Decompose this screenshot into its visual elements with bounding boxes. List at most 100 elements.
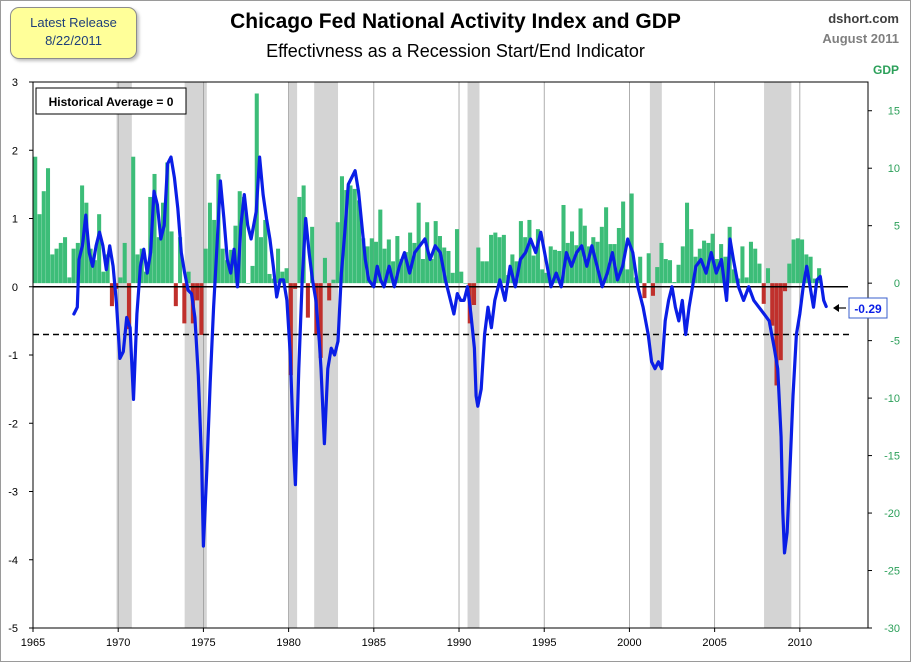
gdp-bar [246, 283, 251, 284]
x-tick-label: 1965 [21, 637, 45, 649]
latest-release-box: Latest Release 8/22/2011 [10, 7, 137, 59]
gdp-bar [408, 232, 413, 284]
gdp-bar [92, 260, 97, 284]
gdp-bar [685, 202, 690, 284]
axes [29, 81, 872, 632]
gdp-bar [288, 283, 293, 376]
gdp-axis-label: GDP [873, 63, 899, 77]
gdp-bar [207, 202, 212, 284]
gdp-bar [561, 204, 566, 284]
gdp-bar [676, 264, 681, 284]
gdp-bar [412, 242, 417, 284]
right-tick-label: -10 [884, 393, 900, 405]
gdp-bar [403, 252, 408, 284]
source-site: dshort.com [828, 11, 899, 26]
cfnai-line [72, 155, 828, 555]
gdp-bar [638, 256, 643, 284]
x-tick-label: 1990 [447, 637, 471, 649]
right-tick-label: -20 [884, 508, 900, 520]
gdp-bar [565, 242, 570, 284]
gdp-bar [557, 250, 562, 284]
gdp-bar [591, 237, 596, 284]
last-value-arrowhead [833, 304, 839, 312]
gdp-bar [420, 259, 425, 284]
gdp-bar [361, 238, 366, 284]
left-tick-label: 1 [12, 214, 18, 226]
gdp-bar [143, 271, 149, 284]
historical-average-label: Historical Average = 0 [49, 95, 174, 109]
gdp-bar [791, 239, 796, 284]
gdp-bar [84, 202, 89, 284]
gdp-bar [761, 283, 766, 304]
right-tick-label: -25 [884, 566, 900, 578]
right-tick-label: 10 [888, 163, 900, 175]
gdp-bar [437, 236, 442, 284]
gdp-bar [165, 162, 170, 284]
x-tick-label: 1985 [362, 637, 386, 649]
right-tick-label: -5 [890, 336, 900, 348]
gdp-bar [37, 214, 42, 284]
gdp-bar [152, 173, 157, 284]
gdp-bar [399, 259, 404, 284]
gdp-bar [808, 256, 813, 284]
gdp-bar [667, 260, 673, 284]
gdp-bar [489, 234, 494, 284]
gdp-bar [616, 227, 621, 284]
gdp-bar [480, 261, 485, 284]
gdp-bar [416, 202, 421, 284]
gdp-bar [101, 271, 106, 284]
gdp-bar [126, 283, 131, 330]
x-tick-label: 2010 [788, 637, 812, 649]
gdp-bar [195, 283, 200, 301]
recession-band [649, 82, 662, 628]
x-tick-label: 1980 [276, 637, 300, 649]
gdp-bar [523, 237, 528, 284]
gdp-bar [280, 271, 285, 284]
left-tick-label: 0 [12, 282, 18, 294]
gdp-bar [135, 254, 140, 284]
gdp-bar [391, 261, 396, 284]
gdp-bar [88, 248, 93, 284]
historical-average-box [35, 87, 187, 115]
gdp-bar [212, 219, 217, 284]
gdp-bar [569, 231, 575, 284]
gdp-bar [655, 267, 660, 284]
source-date: August 2011 [822, 31, 899, 46]
tick-labels: 3210-1-2-3-4-5151050-5-10-15-20-25-30196… [8, 77, 900, 649]
gdp-bar [203, 248, 208, 284]
gdp-bar [702, 240, 707, 284]
recession-band [314, 82, 339, 628]
gdp-bar [812, 278, 817, 284]
gridlines [32, 82, 801, 628]
gdp-bar [259, 237, 264, 284]
left-tick-label: 2 [12, 145, 18, 157]
gdp-bar [335, 222, 340, 284]
chart-subtitle: Effectivness as a Recession Start/End In… [266, 41, 645, 61]
gdp-bar [433, 221, 438, 284]
gdp-bar [327, 283, 332, 301]
gdp-bar [322, 257, 327, 284]
gdp-bar [697, 248, 702, 284]
right-tick-label: 5 [894, 221, 900, 233]
x-tick-label: 1975 [191, 637, 215, 649]
gdp-bar [659, 242, 664, 284]
gdp-bar [97, 214, 102, 284]
gdp-bar [740, 246, 745, 284]
gdp-bar [305, 283, 310, 318]
gdp-bar [178, 237, 183, 284]
gdp-bar [552, 249, 558, 284]
gdp-bar [241, 196, 247, 284]
latest-release-date: 8/22/2011 [45, 33, 102, 48]
gdp-bar [625, 269, 630, 284]
x-tick-label: 1970 [106, 637, 130, 649]
gdp-bar [450, 272, 455, 284]
gdp-bar [374, 241, 379, 284]
gdp-bar [535, 229, 540, 284]
gdp-bar [156, 237, 161, 284]
gdp-bar [795, 238, 800, 284]
gdp-bar [310, 226, 315, 284]
chart-title: Chicago Fed National Activity Index and … [230, 10, 681, 33]
gdp-bar [182, 283, 187, 324]
gdp-bar [263, 219, 268, 284]
gdp-bar [318, 283, 323, 358]
